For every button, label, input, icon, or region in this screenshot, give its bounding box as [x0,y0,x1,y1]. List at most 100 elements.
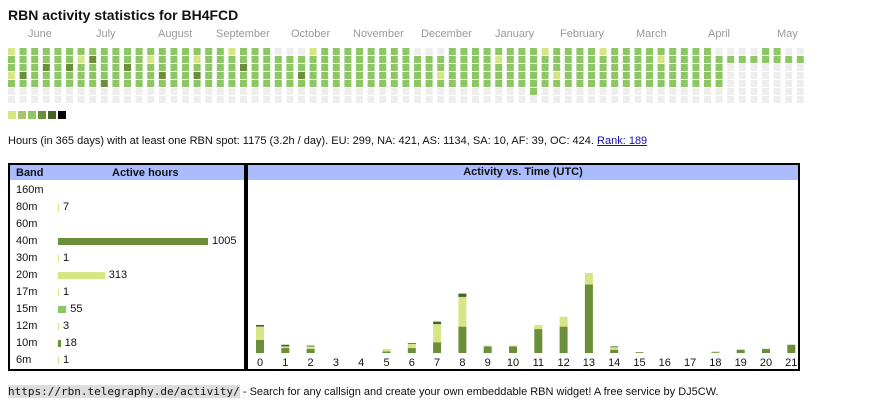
month-label: September [216,28,270,40]
heatmap-cell [425,88,433,95]
heatmap-cell [356,96,363,103]
heatmap-cell [495,96,503,103]
hour-bar-segment [610,349,619,353]
heatmap-cell [205,80,213,87]
heatmap-cell [31,56,39,63]
heatmap-cell [332,64,340,71]
heatmap-cell [576,80,584,87]
heatmap-cell [669,80,677,87]
heatmap-cell [286,72,294,79]
heatmap-cell [240,72,247,79]
band-bar [58,340,61,347]
heatmap-cell [773,96,781,103]
heatmap-cell [599,88,607,95]
heatmap-cell [657,64,665,71]
heatmap-cell [77,80,85,87]
heatmap-cell [785,48,793,55]
heatmap-cell [158,88,166,95]
heatmap-cell [750,96,758,103]
heatmap-cell [738,96,746,103]
heatmap-cell [692,96,700,103]
heatmap-cell [124,64,131,71]
heatmap-cell [704,72,711,79]
hour-bar-segment [281,344,290,347]
footer-url[interactable]: https://rbn.telegraphy.de/activity/ [8,385,240,398]
heatmap-cell [100,88,108,95]
heatmap-cell [588,48,595,55]
heatmap-cell [669,64,677,71]
heatmap-cell [704,56,711,63]
heatmap-cell [530,88,537,95]
hour-bar-segment [433,324,442,343]
heatmap-cell [367,48,375,55]
heatmap-cell [553,88,561,95]
heatmap-cell [77,56,85,63]
band-row: 40m 1005 [10,233,244,250]
heatmap-cell [414,96,421,103]
hour-bar-segment [584,284,593,353]
heatmap-cell [483,48,491,55]
heatmap-cell [495,64,503,71]
heatmap-cell [298,64,305,71]
legend-swatch [28,111,36,119]
heatmap-cell [611,96,619,103]
band-bar [58,255,59,262]
heatmap-cell [437,56,445,63]
heatmap-cell [356,48,363,55]
heatmap-cell [576,48,584,55]
heatmap-cell [182,56,189,63]
rank-link[interactable]: Rank: 189 [597,135,648,147]
heatmap-cell [367,72,375,79]
heatmap-cell [158,56,166,63]
heatmap-cell [147,64,155,71]
heatmap-cell [147,48,155,55]
band-name: 30m [16,252,38,264]
heatmap-cell [472,96,479,103]
heatmap-cell [530,72,537,79]
heatmap-cell [42,96,50,103]
heatmap-cell [750,88,758,95]
heatmap-cell [298,72,305,79]
hour-tick-label: 7 [434,357,440,369]
heatmap-cell [576,64,584,71]
heatmap-cell [54,72,62,79]
heatmap-cell [31,80,39,87]
heatmap-cell [472,64,479,71]
heatmap-cell [518,80,526,87]
heatmap-cell [425,56,433,63]
heatmap-cell [309,80,317,87]
heatmap-cell [541,48,549,55]
heatmap-cell [298,56,305,63]
hour-bar-segment [534,324,543,330]
heatmap-cell [425,80,433,87]
heatmap-cell [448,56,456,63]
heatmap-cell [228,56,236,63]
heatmap-cell [506,80,514,87]
heatmap-cell [286,80,294,87]
heatmap-cell [414,64,421,71]
heatmap-cell [402,88,410,95]
heatmap-cell [611,72,619,79]
heatmap-cell [274,80,282,87]
month-label: March [636,28,667,40]
heatmap-cell [228,96,236,103]
heatmap-cell [77,96,85,103]
band-table-header: Band Active hours [10,165,244,180]
heatmap-cell [344,72,352,79]
heatmap-cell [669,88,677,95]
heatmap-cell [425,48,433,55]
heatmap-cell [274,96,282,103]
heatmap-cell [588,96,595,103]
heatmap-cell [54,48,62,55]
heatmap-cell [669,56,677,63]
heatmap-cell [564,72,572,79]
band-name: 60m [16,218,38,230]
heatmap-cell [646,96,653,103]
heatmap-cell [216,72,224,79]
hour-tick-label: 14 [608,357,620,369]
heatmap-cell [158,48,166,55]
heatmap-cell [344,80,352,87]
heatmap-cell [402,80,410,87]
heatmap-cell [541,72,549,79]
heatmap-cell [54,64,62,71]
